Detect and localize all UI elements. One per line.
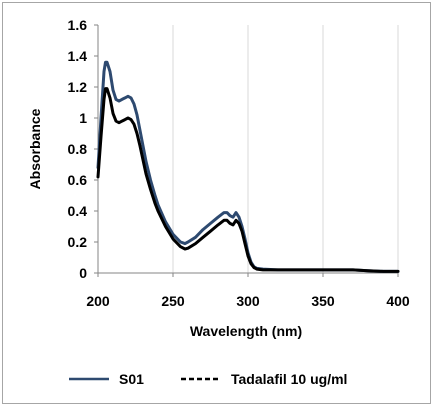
y-axis-label: Absorbance — [27, 108, 43, 189]
x-tick-label: 200 — [86, 293, 110, 309]
series-lines — [96, 60, 400, 273]
y-tick-label: 1.6 — [68, 17, 88, 33]
y-tick-label: 0 — [79, 265, 87, 281]
x-axis-label: Wavelength (nm) — [190, 323, 302, 339]
legend: S01 Tadalafil 10 ug/ml — [69, 371, 347, 387]
y-tick-label: 0.8 — [68, 141, 88, 157]
axes — [94, 24, 399, 277]
absorbance-chart: 00.20.40.60.811.21.41.6 200 250 300 350 400 … — [27, 17, 410, 387]
y-tick-label: 1.4 — [68, 48, 88, 64]
x-tick-label: 250 — [161, 293, 185, 309]
legend-label: S01 — [119, 371, 144, 387]
x-tick-label: 300 — [236, 293, 260, 309]
x-tick-labels: 200 250 300 350 400 — [86, 293, 410, 309]
y-tick-label: 0.6 — [68, 172, 88, 188]
x-tick-label: 400 — [386, 293, 410, 309]
y-tick-label: 0.4 — [68, 203, 88, 219]
y-tick-labels: 0 0.2 0.4 0.6 0.8 1 1.2 1.4 1.6 — [68, 17, 88, 281]
chart-frame: 0 0.2 0.4 0.6 0.8 1 1.2 1.4 1.6 200 250 300 350 400 … — [2, 2, 431, 404]
y-tick-label: 0.2 — [68, 234, 88, 250]
series-line-tadalafil-10-ug-ml — [96, 87, 400, 273]
x-tick-label: 350 — [311, 293, 335, 309]
legend-label: Tadalafil 10 ug/ml — [231, 371, 347, 387]
y-tick-label: 1 — [79, 110, 87, 126]
y-tick-label: 1.2 — [68, 79, 88, 95]
